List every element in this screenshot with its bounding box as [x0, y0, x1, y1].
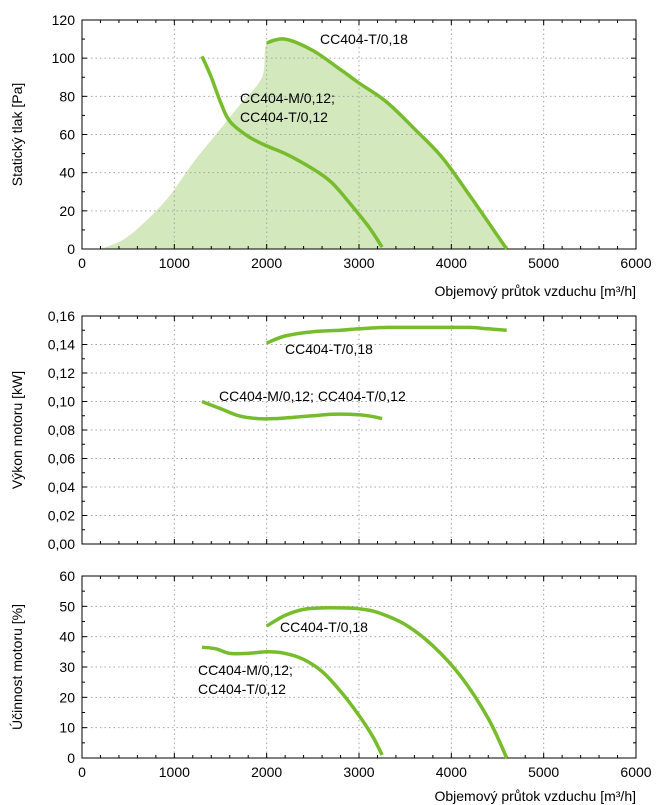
- x-tick-label: 2000: [251, 255, 282, 271]
- y-tick-label: 80: [59, 88, 75, 104]
- y-tick-label: 100: [52, 50, 76, 66]
- chart-panel-2: 0,00 0,02 0,04 0,06 0,08 0,10 0,12 0,14 0,16 Výko…: [9, 308, 637, 552]
- x-tick-label: 5000: [528, 764, 559, 780]
- x-tick-label: 0: [78, 764, 86, 780]
- x-tick-label: 3000: [343, 255, 374, 271]
- y-tick-label: 60: [59, 127, 75, 143]
- series-label: CC404-T/0,12: [240, 109, 328, 125]
- series-curve: [201, 645, 384, 756]
- y-axis-title: Výkon motoru [kW]: [9, 371, 25, 489]
- y-tick-label: 0,02: [48, 508, 75, 524]
- y-tick-label: 0,16: [48, 308, 75, 324]
- x-axis-title: Objemový průtok vzduchu [m³/h]: [434, 788, 636, 804]
- series-curve: [266, 325, 507, 345]
- y-axis-title: Statický tlak [Pa]: [9, 83, 25, 186]
- y-tick-label: 0: [67, 750, 75, 766]
- y-tick-label: 40: [59, 165, 75, 181]
- x-tick-label: 6000: [620, 255, 651, 271]
- x-tick-label: 4000: [436, 764, 467, 780]
- y-tick-label: 0,12: [48, 365, 75, 381]
- series-label: CC404-M/0,12;: [198, 662, 293, 678]
- y-tick-label: 30: [59, 659, 75, 675]
- x-tick-label: 1000: [159, 255, 190, 271]
- chart-panel-1: 0 1000 2000 3000 4000 5000 6000 0 20 40 60 80 100 120…: [9, 12, 652, 299]
- y-tick-label: 0,00: [48, 536, 75, 552]
- x-axis-title: Objemový průtok vzduchu [m³/h]: [434, 283, 636, 299]
- series-curve: [201, 399, 383, 421]
- y-tick-label: 0,06: [48, 451, 75, 467]
- series-curve: [266, 37, 509, 250]
- series-label: CC404-M/0,12;: [240, 90, 335, 106]
- y-tick-label: 120: [52, 12, 76, 28]
- y-tick-label: 0,10: [48, 394, 75, 410]
- x-tick-label: 2000: [251, 764, 282, 780]
- series-label: CC404-T/0,18: [280, 619, 368, 635]
- chart-panel-3: 0 1000 2000 3000 4000 5000 6000 0 10 20 30 40 50 60 Úč…: [9, 568, 652, 804]
- y-tick-label: 40: [59, 629, 75, 645]
- series-label: CC404-T/0,12: [198, 681, 286, 697]
- x-tick-label: 1000: [159, 764, 190, 780]
- series-label: CC404-T/0,18: [320, 31, 408, 47]
- x-tick-label: 6000: [620, 764, 651, 780]
- operating-area-fill: [100, 38, 507, 250]
- x-tick-label: 5000: [528, 255, 559, 271]
- series-label: CC404-T/0,18: [285, 341, 373, 357]
- series-curve: [200, 55, 384, 249]
- y-axis-title: Účinnost motoru [%]: [9, 604, 25, 730]
- y-tick-label: 0,04: [48, 479, 75, 495]
- series-curve: [265, 605, 509, 759]
- y-tick-label: 0: [67, 241, 75, 257]
- y-tick-label: 10: [59, 720, 75, 736]
- y-tick-label: 50: [59, 598, 75, 614]
- y-tick-label: 20: [59, 203, 75, 219]
- x-tick-label: 4000: [436, 255, 467, 271]
- y-tick-label: 20: [59, 689, 75, 705]
- series-label: CC404-M/0,12; CC404-T/0,12: [219, 388, 406, 404]
- x-tick-label: 3000: [343, 764, 374, 780]
- y-tick-label: 60: [59, 568, 75, 584]
- y-tick-label: 0,14: [48, 337, 75, 353]
- y-tick-label: 0,08: [48, 422, 75, 438]
- x-tick-label: 0: [78, 255, 86, 271]
